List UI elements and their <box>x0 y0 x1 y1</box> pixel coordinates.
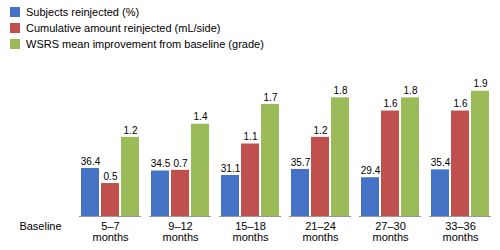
svg-text:1.6: 1.6 <box>384 98 398 109</box>
svg-text:1.8: 1.8 <box>404 85 418 96</box>
svg-text:1.6: 1.6 <box>454 98 468 109</box>
html-text:WSRS mean improvement from bas: WSRS mean improvement from baseline (gra… <box>26 38 264 50</box>
svg-text:Baseline: Baseline <box>19 220 61 232</box>
svg-text:1.8: 1.8 <box>334 85 348 96</box>
svg-text:31.1: 31.1 <box>221 163 241 174</box>
svg-text:1.1: 1.1 <box>244 131 258 142</box>
svg-text:1.2: 1.2 <box>314 125 328 136</box>
svg-text:34.5: 34.5 <box>151 158 171 169</box>
html-text:Subjects reinjected (%): Subjects reinjected (%) <box>26 6 140 18</box>
html-text:Cumulative amount reinjected (: Cumulative amount reinjected (mL/side) <box>26 22 221 34</box>
svg-text:27–30months: 27–30months <box>372 220 409 243</box>
svg-text:29.4: 29.4 <box>361 165 381 176</box>
svg-text:1.2: 1.2 <box>124 125 138 136</box>
svg-text:21–24months: 21–24months <box>302 220 339 243</box>
svg-text:33–36months: 33–36months <box>442 220 479 243</box>
svg-text:15–18months: 15–18months <box>232 220 269 243</box>
svg-text:35.4: 35.4 <box>431 157 451 168</box>
svg-text:5–7months: 5–7months <box>92 220 129 243</box>
svg-text:0.5: 0.5 <box>104 171 118 182</box>
svg-text:1.7: 1.7 <box>264 92 278 103</box>
svg-text:0.7: 0.7 <box>174 158 188 169</box>
svg-text:9–12months: 9–12months <box>162 220 199 243</box>
svg-text:1.4: 1.4 <box>194 111 208 122</box>
svg-text:35.7: 35.7 <box>291 157 311 168</box>
svg-text:36.4: 36.4 <box>81 156 101 167</box>
svg-text:1.9: 1.9 <box>474 78 488 89</box>
